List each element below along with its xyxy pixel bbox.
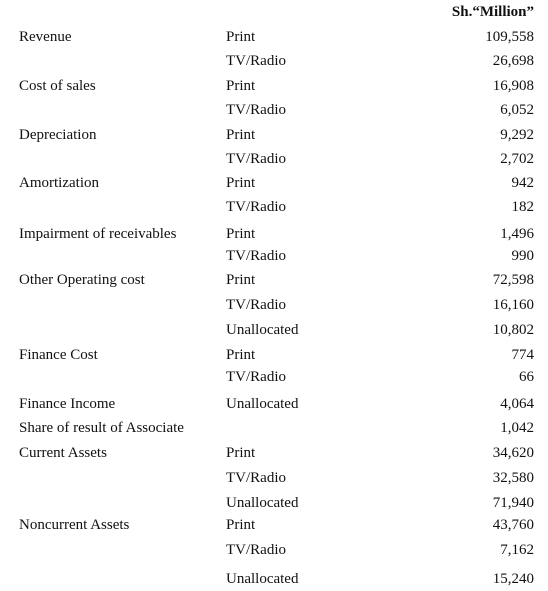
- amount-value: 1,496: [500, 226, 534, 242]
- table-row: Unallocated 71,940: [0, 493, 548, 513]
- table-row: Unallocated 15,240: [0, 569, 548, 589]
- segment-label: Print: [226, 226, 256, 242]
- segment-label: Print: [226, 517, 256, 533]
- table-row: TV/Radio 32,580: [0, 468, 548, 488]
- table-row: Noncurrent Assets Print 43,760: [0, 515, 548, 535]
- amount-value: 109,558: [485, 29, 534, 45]
- segment-label: Unallocated: [226, 322, 299, 338]
- line-item-label: Amortization: [19, 175, 99, 191]
- table-row: Unallocated 10,802: [0, 320, 548, 340]
- line-item-label: Revenue: [19, 29, 72, 45]
- segment-label: Unallocated: [226, 495, 299, 511]
- segment-label: TV/Radio: [226, 369, 286, 385]
- segment-label: Print: [226, 445, 256, 461]
- table-row: Cost of sales Print 16,908: [0, 76, 548, 96]
- line-item-label: Other Operating cost: [19, 272, 145, 288]
- table-row: Impairment of receivables Print 1,496: [0, 224, 548, 244]
- currency-unit-header: Sh.“Million”: [451, 4, 534, 20]
- table-row: Depreciation Print 9,292: [0, 125, 548, 145]
- line-item-label: Depreciation: [19, 127, 97, 143]
- amount-value: 7,162: [500, 542, 534, 558]
- amount-value: 15,240: [492, 571, 534, 587]
- amount-value: 43,760: [492, 517, 534, 533]
- amount-value: 990: [511, 248, 535, 264]
- segment-label: Unallocated: [226, 396, 299, 412]
- line-item-label: Finance Cost: [19, 347, 98, 363]
- amount-value: 1,042: [500, 420, 534, 436]
- segment-label: TV/Radio: [226, 102, 286, 118]
- table-row: Current Assets Print 34,620: [0, 443, 548, 463]
- amount-value: 9,292: [500, 127, 534, 143]
- segment-label: TV/Radio: [226, 542, 286, 558]
- segment-label: TV/Radio: [226, 53, 286, 69]
- segment-label: Print: [226, 127, 256, 143]
- table-row: Amortization Print 942: [0, 173, 548, 193]
- table-row: Finance Income Unallocated 4,064: [0, 394, 548, 414]
- line-item-label: Current Assets: [19, 445, 107, 461]
- amount-value: 774: [511, 347, 535, 363]
- table-row: TV/Radio 26,698: [0, 51, 548, 71]
- segment-label: TV/Radio: [226, 151, 286, 167]
- line-item-label: Finance Income: [19, 396, 116, 412]
- table-row: TV/Radio 16,160: [0, 295, 548, 315]
- amount-value: 16,908: [492, 78, 534, 94]
- segment-label: Print: [226, 78, 256, 94]
- segment-label: TV/Radio: [226, 199, 286, 215]
- table-row: TV/Radio 7,162: [0, 540, 548, 560]
- segment-label: Print: [226, 29, 256, 45]
- amount-value: 942: [511, 175, 535, 191]
- table-row: TV/Radio 990: [0, 246, 548, 266]
- segment-label: TV/Radio: [226, 297, 286, 313]
- segment-label: TV/Radio: [226, 248, 286, 264]
- segment-label: TV/Radio: [226, 470, 286, 486]
- amount-value: 10,802: [492, 322, 534, 338]
- segment-label: Unallocated: [226, 571, 299, 587]
- table-row: TV/Radio 6,052: [0, 100, 548, 120]
- table-row: TV/Radio 2,702: [0, 149, 548, 169]
- line-item-label: Impairment of receivables: [19, 226, 177, 242]
- segment-label: Print: [226, 175, 256, 191]
- table-row: Share of result of Associate 1,042: [0, 418, 548, 438]
- amount-value: 66: [519, 369, 534, 385]
- segment-label: Print: [226, 347, 256, 363]
- amount-value: 16,160: [492, 297, 534, 313]
- amount-value: 4,064: [500, 396, 534, 412]
- table-row: Other Operating cost Print 72,598: [0, 270, 548, 290]
- line-item-label: Share of result of Associate: [19, 420, 184, 436]
- amount-value: 2,702: [500, 151, 534, 167]
- amount-value: 32,580: [492, 470, 534, 486]
- amount-value: 6,052: [500, 102, 534, 118]
- amount-value: 182: [511, 199, 535, 215]
- amount-value: 34,620: [492, 445, 534, 461]
- amount-value: 72,598: [492, 272, 534, 288]
- line-item-label: Noncurrent Assets: [19, 517, 130, 533]
- table-row: TV/Radio 66: [0, 367, 548, 387]
- amount-value: 26,698: [492, 53, 534, 69]
- table-row: Finance Cost Print 774: [0, 345, 548, 365]
- table-row: TV/Radio 182: [0, 197, 548, 217]
- segment-label: Print: [226, 272, 256, 288]
- table-row: Revenue Print 109,558: [0, 27, 548, 47]
- amount-value: 71,940: [492, 495, 534, 511]
- line-item-label: Cost of sales: [19, 78, 96, 94]
